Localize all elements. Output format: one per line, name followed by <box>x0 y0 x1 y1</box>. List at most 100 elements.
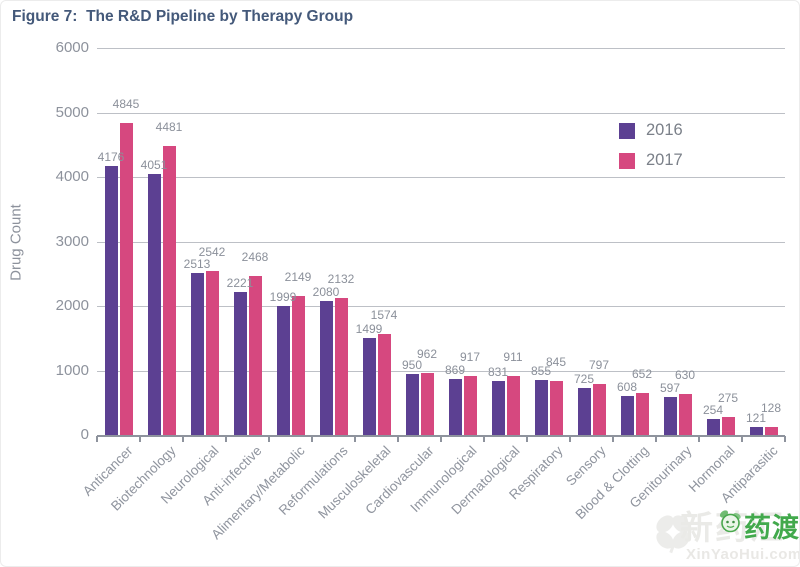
value-label-2016: 2513 <box>183 256 211 271</box>
watermark-brand-text: 药渡 <box>744 513 800 543</box>
bar-2017 <box>764 426 778 435</box>
value-label-2016: 2221 <box>226 275 254 290</box>
value-label-2017: 275 <box>717 391 739 406</box>
bar-2017 <box>721 417 735 435</box>
bar-2017 <box>162 146 176 435</box>
x-axis-tick <box>741 436 743 442</box>
value-label-2016: 4051 <box>140 157 168 172</box>
bar-2017 <box>377 333 391 435</box>
gridline-6000 <box>97 48 785 49</box>
gridline-4000 <box>97 177 785 178</box>
bar-2016 <box>276 306 290 435</box>
x-axis-tick <box>354 436 356 442</box>
bar-2016 <box>319 300 333 435</box>
value-label-2017: 4481 <box>155 120 183 134</box>
bar-2017 <box>119 122 133 435</box>
value-label-2017: 2132 <box>327 271 355 286</box>
bar-2016 <box>706 418 720 435</box>
x-axis-tick <box>96 436 98 442</box>
gridline-1000 <box>97 370 785 372</box>
bar-2016 <box>620 395 634 435</box>
bar-2016 <box>190 272 204 435</box>
value-label-2016: 869 <box>444 362 466 377</box>
gridline-2000 <box>97 306 785 307</box>
y-tick-label: 2000 <box>55 297 89 314</box>
value-label-2016: 831 <box>487 365 509 380</box>
x-axis-tick <box>784 436 786 442</box>
bar-2017 <box>291 296 305 435</box>
y-tick-label: 0 <box>80 426 89 443</box>
value-label-2017: 630 <box>674 368 696 383</box>
x-axis-tick <box>526 436 528 442</box>
bar-2017 <box>334 297 348 435</box>
value-label-2016: 950 <box>401 357 423 372</box>
y-tick-label: 4000 <box>55 168 89 185</box>
x-axis-tick <box>268 436 270 442</box>
y-tick-label: 6000 <box>55 39 89 56</box>
value-label-2016: 1999 <box>269 290 297 305</box>
y-tick-label: 5000 <box>55 103 89 121</box>
value-label-2017: 2468 <box>241 249 269 264</box>
watermark-url-text: XinYaoHui.com <box>686 546 800 563</box>
y-tick-label: 3000 <box>55 232 89 250</box>
legend-item-2016: 2016 <box>619 122 683 139</box>
x-axis-tick <box>612 436 614 442</box>
value-label-2016: 855 <box>530 363 552 378</box>
value-label-2017: 2149 <box>284 270 312 285</box>
x-axis-tick <box>698 436 700 442</box>
x-axis-tick <box>569 436 571 442</box>
gridline-5000 <box>97 112 785 114</box>
x-axis-tick <box>139 436 141 442</box>
bar-2017 <box>549 380 563 435</box>
bar-2017 <box>248 275 262 435</box>
value-label-2016: 725 <box>573 372 595 387</box>
gridline-3000 <box>97 241 785 243</box>
value-label-2017: 797 <box>588 357 610 372</box>
value-label-2017: 962 <box>416 347 438 361</box>
bar-2016 <box>405 373 419 435</box>
legend-item-2017: 2017 <box>619 152 683 169</box>
figure-title: Figure 7: The R&D Pipeline by Therapy Gr… <box>12 8 354 25</box>
bar-2017 <box>678 394 692 435</box>
bar-2017 <box>506 376 520 435</box>
legend-swatch-2017 <box>619 152 635 169</box>
value-label-2017: 911 <box>503 350 523 365</box>
bar-2016 <box>147 173 161 435</box>
bar-2016 <box>534 379 548 435</box>
value-label-2017: 845 <box>545 354 567 369</box>
value-label-2017: 4845 <box>112 96 140 111</box>
bar-2017 <box>420 373 434 435</box>
value-label-2016: 2080 <box>312 284 340 299</box>
x-axis-tick <box>655 436 657 442</box>
bar-2017 <box>205 271 219 435</box>
bar-2016 <box>104 165 118 435</box>
watermark: 新药汇 药渡 XinYaoHui.com <box>646 499 800 566</box>
value-label-2017: 1574 <box>370 307 398 322</box>
bar-2017 <box>592 383 606 435</box>
value-label-2016: 608 <box>616 379 638 394</box>
bar-2016 <box>233 291 247 435</box>
value-label-2016: 1499 <box>355 322 383 337</box>
clover-logo-icon <box>656 515 690 554</box>
value-label-2017: 2542 <box>198 245 226 259</box>
x-axis-tick <box>440 436 442 442</box>
bar-2016 <box>577 388 591 435</box>
bar-2016 <box>362 338 376 435</box>
value-label-2017: 652 <box>631 366 653 381</box>
bar-2016 <box>448 378 462 435</box>
value-label-2016: 121 <box>745 411 767 426</box>
legend-swatch-2016 <box>619 122 635 139</box>
value-label-2017: 128 <box>760 400 782 415</box>
x-axis-tick <box>311 436 313 442</box>
legend: 2016 2017 <box>619 122 683 182</box>
value-label-2016: 4176 <box>97 149 125 164</box>
x-axis-tick <box>483 436 485 442</box>
bar-2017 <box>635 392 649 435</box>
yaodu-leaf-icon <box>719 510 741 533</box>
x-axis-tick <box>182 436 184 442</box>
x-axis-tick <box>397 436 399 442</box>
y-tick-label: 1000 <box>55 361 89 379</box>
bar-2016 <box>749 427 763 435</box>
